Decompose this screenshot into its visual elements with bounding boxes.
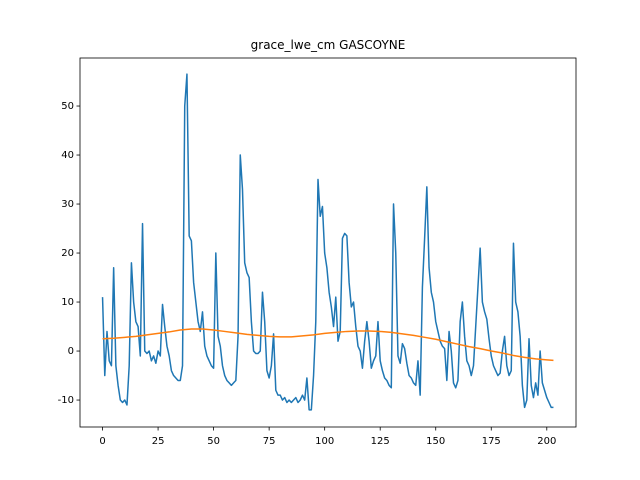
x-tick-label: 50 xyxy=(207,436,220,447)
y-tick-label: 20 xyxy=(61,248,74,259)
y-tick-label: 50 xyxy=(61,101,74,112)
y-tick-label: 40 xyxy=(61,150,74,161)
chart-title: grace_lwe_cm GASCOYNE xyxy=(251,38,406,52)
x-tick-label: 25 xyxy=(152,436,165,447)
x-tick-label: 0 xyxy=(99,436,105,447)
plot-frame xyxy=(79,57,577,428)
y-tick-label: 10 xyxy=(61,297,74,308)
y-tick-label: -10 xyxy=(58,395,74,406)
data-line xyxy=(101,73,554,411)
x-tick-label: 150 xyxy=(426,436,445,447)
y-tick-label: 30 xyxy=(61,199,74,210)
x-tick-label: 75 xyxy=(263,436,276,447)
x-tick-label: 125 xyxy=(371,436,390,447)
x-tick-label: 200 xyxy=(537,436,556,447)
x-tick-label: 100 xyxy=(315,436,334,447)
x-tick-label: 175 xyxy=(482,436,501,447)
data-line xyxy=(102,328,554,362)
y-tick-label: 0 xyxy=(68,346,74,357)
